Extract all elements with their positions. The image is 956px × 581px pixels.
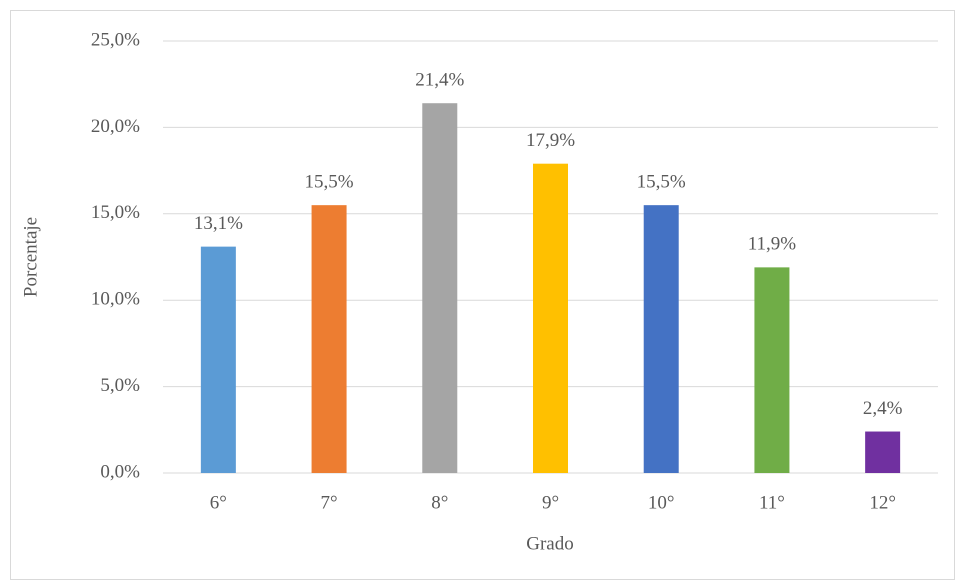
data-label: 15,5%	[305, 172, 354, 193]
x-tick-label: 6°	[210, 492, 227, 513]
x-tick-label: 12°	[869, 492, 896, 513]
y-tick-label: 15,0%	[91, 202, 140, 223]
bar	[422, 103, 458, 473]
chart-border	[10, 10, 955, 580]
bar	[754, 267, 790, 473]
y-axis-label: Porcentaje	[20, 217, 41, 297]
data-label: 15,5%	[637, 172, 686, 193]
y-tick-label: 25,0%	[91, 29, 140, 50]
bar	[533, 163, 568, 474]
data-label: 21,4%	[415, 70, 464, 91]
data-label: 11,9%	[748, 234, 797, 255]
x-tick-label: 10°	[648, 492, 675, 513]
data-label: 2,4%	[863, 398, 903, 419]
x-tick-label: 8°	[431, 492, 448, 513]
bar	[643, 205, 679, 473]
bar	[311, 205, 347, 473]
bar	[865, 431, 901, 473]
y-tick-label: 10,0%	[91, 289, 140, 310]
y-tick-label: 5,0%	[100, 375, 140, 396]
x-tick-label: 11°	[759, 492, 785, 513]
y-tick-label: 20,0%	[91, 116, 140, 137]
x-axis-label: Grado	[526, 533, 573, 554]
bar	[200, 246, 236, 473]
data-label: 13,1%	[194, 213, 243, 234]
data-label: 17,9%	[526, 130, 575, 151]
x-tick-label: 7°	[321, 492, 338, 513]
y-tick-label: 0,0%	[100, 461, 140, 482]
x-tick-label: 9°	[542, 492, 559, 513]
